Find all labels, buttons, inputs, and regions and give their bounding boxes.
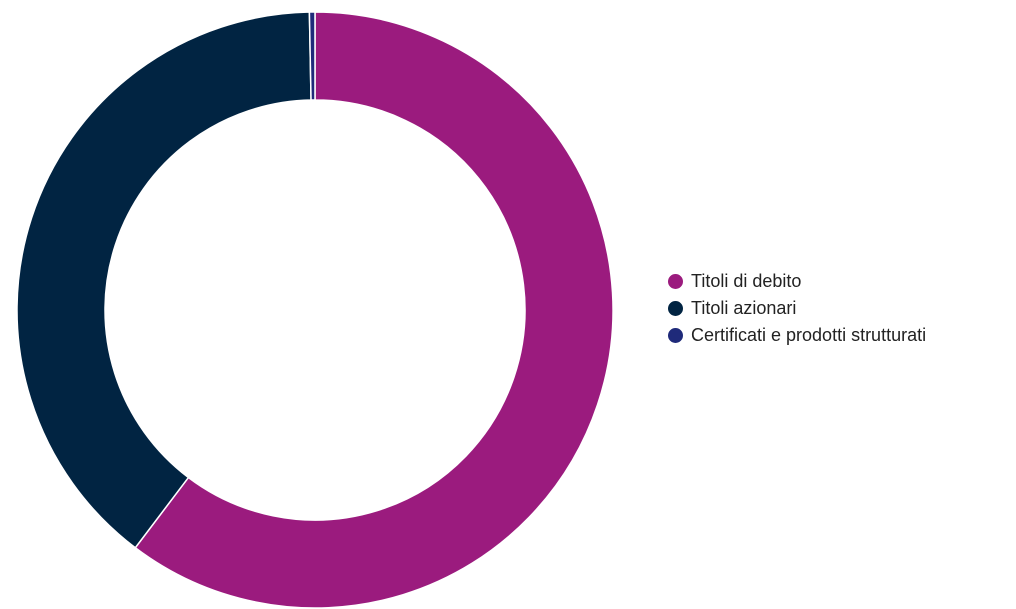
- chart-legend: Titoli di debito Titoli azionari Certifi…: [668, 268, 926, 349]
- legend-label-certificati: Certificati e prodotti strutturati: [691, 325, 927, 345]
- legend-swatch-certificati: [668, 328, 683, 343]
- donut-slice-1[interactable]: [16, 11, 312, 549]
- legend-label-titoli-di-debito: Titoli di debito: [691, 271, 802, 291]
- legend-swatch-titoli-azionari: [668, 301, 683, 316]
- legend-item-certificati[interactable]: Certificati e prodotti strutturati: [668, 322, 926, 349]
- legend-item-titoli-di-debito[interactable]: Titoli di debito: [668, 268, 926, 295]
- legend-swatch-titoli-di-debito: [668, 274, 683, 289]
- legend-label-titoli-azionari: Titoli azionari: [691, 298, 797, 318]
- donut-slice-0[interactable]: [134, 11, 614, 609]
- legend-item-titoli-azionari[interactable]: Titoli azionari: [668, 295, 926, 322]
- donut-slice-2[interactable]: [308, 11, 316, 101]
- donut-chart: [16, 11, 614, 609]
